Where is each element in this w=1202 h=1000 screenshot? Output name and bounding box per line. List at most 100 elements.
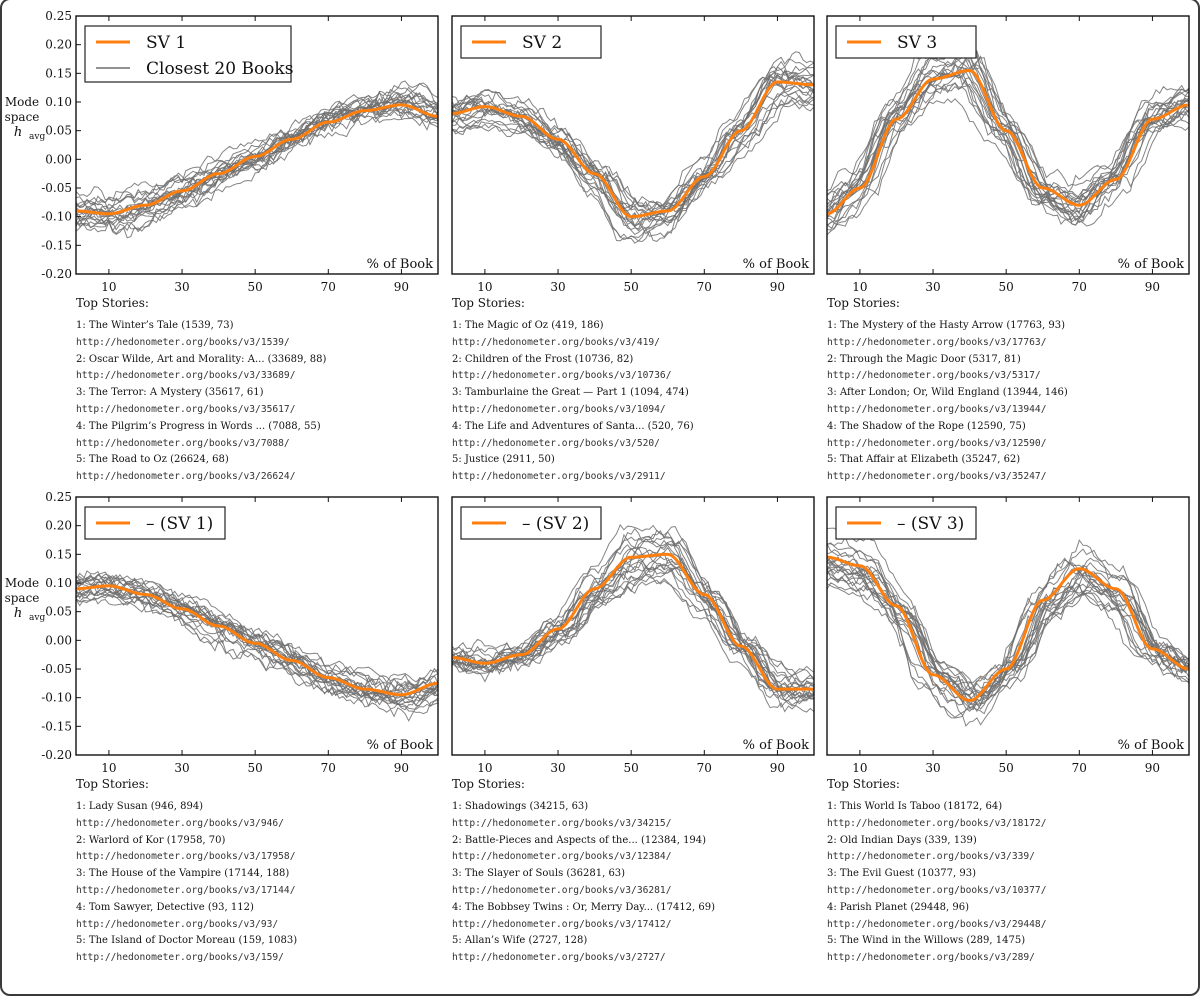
story-title: 3: The Slayer of Souls (36281, 63)	[452, 868, 626, 880]
book-line	[827, 536, 1189, 727]
x-tick-label: 50	[624, 761, 639, 775]
axes-frame	[451, 15, 815, 275]
top-stories-1: Top Stories: 1: The Winter’s Tale (1539, …	[76, 296, 436, 486]
y-tick-label: -0.05	[41, 181, 72, 195]
legend-label: – (SV 2)	[522, 514, 589, 534]
y-tick-label: 0.15	[45, 66, 72, 80]
story-link[interactable]: http://hedonometer.org/books/v3/93/	[76, 918, 279, 930]
story-title: 5: The Road to Oz (26624, 68)	[76, 454, 229, 466]
plot-area	[76, 80, 438, 239]
x-tick-label: 90	[394, 761, 409, 775]
story-title: 4: The Life and Adventures of Santa... (…	[452, 420, 694, 432]
story-link[interactable]: http://hedonometer.org/books/v3/289/	[827, 952, 1035, 964]
x-tick-label: 90	[770, 280, 785, 294]
story-link[interactable]: http://hedonometer.org/books/v3/17763/	[827, 336, 1047, 348]
y-axis-label: space	[5, 591, 40, 605]
legend-label: – (SV 1)	[146, 514, 213, 534]
story-link[interactable]: http://hedonometer.org/books/v3/17958/	[76, 851, 296, 863]
story-link[interactable]: http://hedonometer.org/books/v3/1094/	[452, 403, 666, 415]
book-line	[452, 527, 814, 693]
story-link[interactable]: http://hedonometer.org/books/v3/2727/	[452, 952, 666, 964]
plot-area	[452, 523, 814, 713]
x-tick-label: 10	[477, 761, 492, 775]
x-tick-label: 90	[1145, 280, 1160, 294]
book-line	[76, 591, 438, 684]
y-tick-label: 0.05	[45, 124, 72, 138]
x-tick-label: 50	[248, 761, 263, 775]
story-title: 4: Parish Planet (29448, 96)	[827, 901, 970, 913]
top-stories-4: Top Stories: 1: Lady Susan (946, 894) http…	[76, 777, 436, 967]
legend-label: Closest 20 Books	[146, 59, 293, 79]
x-tick-label: 90	[1145, 761, 1160, 775]
plot-area	[827, 38, 1189, 236]
story-link[interactable]: http://hedonometer.org/books/v3/17144/	[76, 884, 296, 896]
story-link[interactable]: http://hedonometer.org/books/v3/29448/	[827, 918, 1047, 930]
top-stories-3: Top Stories: 1: The Mystery of the Hasty …	[827, 296, 1187, 486]
axes-frame	[826, 496, 1190, 756]
x-tick-label: 70	[1072, 761, 1087, 775]
story-link[interactable]: http://hedonometer.org/books/v3/520/	[452, 437, 660, 449]
panel-5: 10 30 50 70 90 % of Book – (SV 2)	[451, 496, 815, 775]
story-link[interactable]: http://hedonometer.org/books/v3/159/	[76, 952, 284, 964]
story-link[interactable]: http://hedonometer.org/books/v3/33689/	[76, 370, 296, 382]
story-link[interactable]: http://hedonometer.org/books/v3/36281/	[452, 884, 672, 896]
x-tick-label: 50	[999, 761, 1014, 775]
x-tick-label: 10	[852, 280, 867, 294]
axes-frame	[75, 15, 439, 275]
book-line	[452, 82, 814, 236]
story-link[interactable]: http://hedonometer.org/books/v3/10377/	[827, 884, 1047, 896]
story-link[interactable]: http://hedonometer.org/books/v3/946/	[76, 817, 284, 829]
panel-2: 10 30 50 70 90 % of Book SV 2	[451, 15, 815, 294]
legend: – (SV 2)	[460, 506, 602, 540]
story-link[interactable]: http://hedonometer.org/books/v3/10736/	[452, 370, 672, 382]
story-title: 3: The Terror: A Mystery (35617, 61)	[76, 387, 264, 399]
y-tick-label: 0.20	[45, 38, 72, 52]
x-axis-label: % of Book	[1118, 257, 1184, 272]
book-line	[452, 541, 814, 705]
story-link[interactable]: http://hedonometer.org/books/v3/419/	[452, 336, 660, 348]
story-title: 4: Tom Sawyer, Detective (93, 112)	[76, 901, 254, 913]
story-title: 2: Battle-Pieces and Aspects of the... (…	[452, 834, 707, 846]
story-title: 2: Warlord of Kor (17958, 70)	[76, 834, 226, 846]
y-tick-label: 0.20	[45, 519, 72, 533]
top-stories-heading: Top Stories:	[452, 296, 525, 310]
story-link[interactable]: http://hedonometer.org/books/v3/35247/	[827, 471, 1047, 483]
x-tick-label: 70	[697, 280, 712, 294]
book-line	[827, 542, 1189, 715]
story-link[interactable]: http://hedonometer.org/books/v3/5317/	[827, 370, 1041, 382]
story-title: 1: Shadowings (34215, 63)	[452, 801, 589, 812]
story-link[interactable]: http://hedonometer.org/books/v3/12384/	[452, 851, 672, 863]
story-link[interactable]: http://hedonometer.org/books/v3/7088/	[76, 437, 290, 449]
y-axis-label: avg	[29, 132, 45, 142]
story-title: 5: Allan’s Wife (2727, 128)	[452, 935, 588, 947]
story-link[interactable]: http://hedonometer.org/books/v3/18172/	[827, 817, 1047, 829]
story-link[interactable]: http://hedonometer.org/books/v3/339/	[827, 851, 1035, 863]
story-link[interactable]: http://hedonometer.org/books/v3/12590/	[827, 437, 1047, 449]
legend: – (SV 1)	[84, 506, 226, 540]
story-title: 5: That Affair at Elizabeth (35247, 62)	[827, 454, 1021, 466]
plot-area	[76, 570, 438, 722]
story-link[interactable]: http://hedonometer.org/books/v3/13944/	[827, 403, 1047, 415]
story-title: 2: Children of the Frost (10736, 82)	[452, 353, 634, 365]
story-link[interactable]: http://hedonometer.org/books/v3/34215/	[452, 817, 672, 829]
story-title: 1: The Winter’s Tale (1539, 73)	[76, 320, 234, 331]
story-title: 5: Justice (2911, 50)	[452, 454, 555, 466]
top-stories-heading: Top Stories:	[827, 296, 900, 310]
story-link[interactable]: http://hedonometer.org/books/v3/26624/	[76, 471, 296, 483]
story-link[interactable]: http://hedonometer.org/books/v3/35617/	[76, 403, 296, 415]
legend-label: – (SV 3)	[897, 514, 964, 534]
y-axis-label: space	[5, 110, 40, 124]
y-axis-label: h	[14, 125, 22, 140]
story-title: 4: The Pilgrim’s Progress in Words ... (…	[76, 420, 321, 432]
mode-line	[76, 103, 438, 216]
axes-frame	[451, 496, 815, 756]
story-link[interactable]: http://hedonometer.org/books/v3/2911/	[452, 471, 666, 483]
story-link[interactable]: http://hedonometer.org/books/v3/17412/	[452, 918, 672, 930]
book-line	[452, 567, 814, 692]
mode-line	[76, 584, 438, 697]
legend: SV 2	[460, 25, 602, 59]
book-line	[452, 538, 814, 701]
story-link[interactable]: http://hedonometer.org/books/v3/1539/	[76, 336, 290, 348]
y-tick-label: 0.10	[45, 576, 72, 590]
